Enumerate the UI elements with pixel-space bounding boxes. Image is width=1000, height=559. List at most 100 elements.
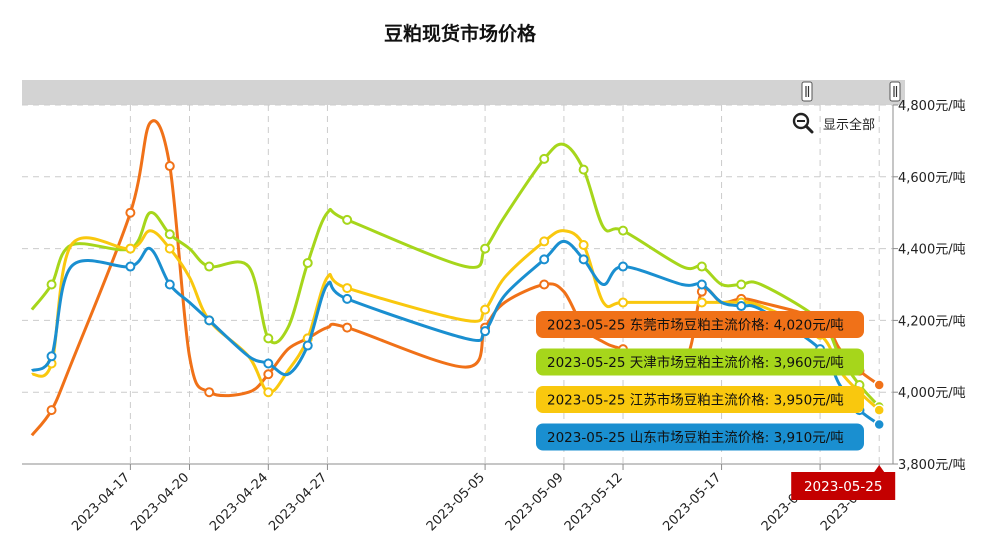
y-tick-label: 4,200元/吨 bbox=[898, 314, 966, 329]
data-point[interactable] bbox=[480, 243, 491, 254]
data-point[interactable] bbox=[342, 214, 353, 225]
x-tick-label: 2023-05-09 bbox=[503, 470, 567, 534]
data-point[interactable] bbox=[164, 243, 175, 254]
tooltip-box bbox=[536, 386, 864, 413]
data-point[interactable] bbox=[125, 243, 136, 254]
data-point[interactable] bbox=[618, 297, 629, 308]
data-point[interactable] bbox=[539, 236, 550, 247]
x-tick-label: 2023-05-17 bbox=[660, 470, 724, 534]
navigator-track[interactable] bbox=[22, 80, 905, 105]
y-tick-label: 4,000元/吨 bbox=[898, 386, 966, 401]
data-point[interactable] bbox=[263, 333, 274, 344]
data-point[interactable] bbox=[578, 240, 589, 251]
series-layer bbox=[30, 119, 885, 437]
x-tick-label: 2023-05-12 bbox=[562, 470, 626, 534]
hover-badge-pointer bbox=[874, 465, 885, 472]
data-point-active[interactable] bbox=[873, 379, 885, 391]
data-point[interactable] bbox=[263, 387, 274, 398]
tooltip-date: 2023-05-25 bbox=[547, 393, 630, 409]
x-tick-label: 2023-04-17 bbox=[69, 470, 133, 534]
tooltip-text: 2023-05-25 天津市场豆粕主流价格: 3,960元/吨 bbox=[547, 354, 844, 371]
data-point[interactable] bbox=[125, 207, 136, 218]
tooltip-value: : 3,950元/吨 bbox=[765, 393, 844, 409]
data-point[interactable] bbox=[480, 304, 491, 315]
data-point[interactable] bbox=[263, 369, 274, 380]
data-point[interactable] bbox=[736, 279, 747, 290]
hover-badge-label: 2023-05-25 bbox=[804, 479, 882, 495]
data-point[interactable] bbox=[204, 387, 215, 398]
data-point[interactable] bbox=[480, 326, 491, 337]
navigator-right-handle[interactable] bbox=[889, 81, 901, 102]
data-point[interactable] bbox=[696, 279, 707, 290]
data-point[interactable] bbox=[46, 405, 57, 416]
data-point[interactable] bbox=[46, 351, 57, 362]
tooltip-value: : 3,960元/吨 bbox=[765, 355, 844, 371]
data-point[interactable] bbox=[164, 279, 175, 290]
tooltip-box bbox=[536, 311, 864, 338]
y-tick-label: 4,600元/吨 bbox=[898, 171, 966, 186]
data-point[interactable] bbox=[539, 153, 550, 164]
data-point[interactable] bbox=[342, 322, 353, 333]
tooltip-layer: 2023-05-25 东莞市场豆粕主流价格: 4,020元/吨2023-05-2… bbox=[536, 311, 896, 500]
data-point[interactable] bbox=[263, 358, 274, 369]
data-point-active[interactable] bbox=[873, 418, 885, 431]
series-line bbox=[30, 119, 881, 437]
tooltip-text: 2023-05-25 山东市场豆粕主流价格: 3,910元/吨 bbox=[547, 429, 844, 446]
tooltip-box bbox=[536, 348, 864, 376]
data-point[interactable] bbox=[578, 254, 589, 265]
data-point[interactable] bbox=[342, 293, 353, 304]
data-point[interactable] bbox=[578, 164, 589, 175]
show-all-button[interactable]: 显示全部 bbox=[792, 112, 875, 134]
data-point[interactable] bbox=[125, 261, 136, 272]
data-point[interactable] bbox=[302, 257, 313, 268]
tooltip: 2023-05-25 天津市场豆粕主流价格: 3,960元/吨 bbox=[536, 348, 864, 376]
tooltip-text: 2023-05-25 江苏市场豆粕主流价格: 3,950元/吨 bbox=[547, 392, 844, 409]
data-point[interactable] bbox=[696, 297, 707, 308]
tooltip-series: 江苏市场豆粕主流价格 bbox=[630, 392, 765, 409]
tooltip-box bbox=[536, 423, 864, 451]
data-point[interactable] bbox=[204, 261, 215, 272]
hover-date-badge: 2023-05-25 bbox=[791, 465, 896, 500]
data-point[interactable] bbox=[46, 279, 57, 290]
tooltip-value: : 3,910元/吨 bbox=[765, 430, 844, 446]
tooltip: 2023-05-25 江苏市场豆粕主流价格: 3,950元/吨 bbox=[536, 386, 864, 413]
tooltip: 2023-05-25 山东市场豆粕主流价格: 3,910元/吨 bbox=[536, 423, 864, 451]
data-point[interactable] bbox=[539, 279, 550, 290]
data-point[interactable] bbox=[164, 229, 175, 240]
navigator-left-handle[interactable] bbox=[801, 81, 813, 102]
tooltip-date: 2023-05-25 bbox=[547, 318, 630, 334]
tooltip-date: 2023-05-25 bbox=[547, 355, 630, 371]
tooltip-value: : 4,020元/吨 bbox=[765, 318, 844, 334]
range-navigator[interactable] bbox=[22, 80, 905, 105]
tooltip: 2023-05-25 东莞市场豆粕主流价格: 4,020元/吨 bbox=[536, 311, 864, 338]
data-point[interactable] bbox=[164, 161, 175, 172]
data-point[interactable] bbox=[736, 301, 747, 312]
data-point[interactable] bbox=[342, 283, 353, 294]
zoom-out-icon bbox=[792, 112, 814, 134]
x-tick-label: 2023-04-24 bbox=[207, 470, 271, 534]
data-point-active[interactable] bbox=[873, 404, 885, 416]
data-point[interactable] bbox=[302, 340, 313, 351]
show-all-label: 显示全部 bbox=[823, 117, 875, 133]
data-point[interactable] bbox=[539, 254, 550, 265]
data-point[interactable] bbox=[618, 225, 629, 236]
x-tick-label: 2023-04-27 bbox=[266, 470, 330, 534]
x-tick-label: 2023-05-05 bbox=[424, 470, 488, 534]
y-tick-label: 4,400元/吨 bbox=[898, 243, 966, 258]
series-4 bbox=[31, 239, 885, 431]
chart-title: 豆粕现货市场价格 bbox=[384, 22, 537, 45]
tooltip-series: 东莞市场豆粕主流价格 bbox=[630, 317, 765, 334]
x-tick-label: 2023-04-20 bbox=[128, 470, 192, 534]
y-tick-label: 4,800元/吨 bbox=[898, 99, 966, 114]
tooltip-series: 山东市场豆粕主流价格 bbox=[630, 429, 765, 446]
tooltip-date: 2023-05-25 bbox=[547, 430, 630, 446]
data-point[interactable] bbox=[696, 261, 707, 272]
tooltip-series: 天津市场豆粕主流价格 bbox=[630, 354, 765, 371]
series-2 bbox=[30, 142, 885, 413]
data-point[interactable] bbox=[204, 315, 215, 326]
tooltip-text: 2023-05-25 东莞市场豆粕主流价格: 4,020元/吨 bbox=[547, 317, 844, 334]
y-tick-label: 3,800元/吨 bbox=[898, 458, 966, 473]
data-point[interactable] bbox=[618, 261, 629, 272]
